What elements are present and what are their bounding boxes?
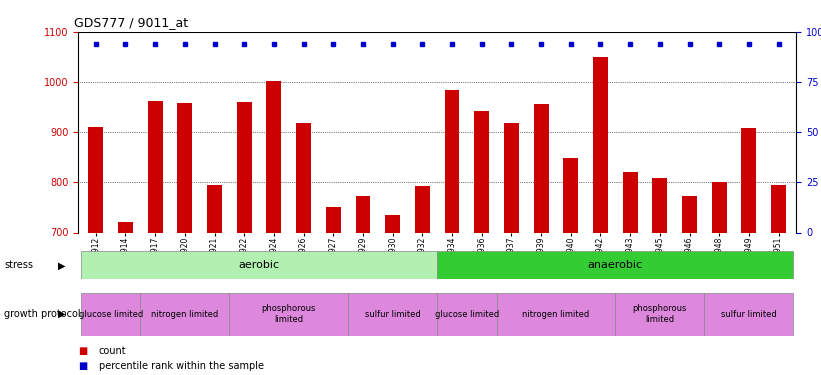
Bar [140, 292, 229, 336]
Bar [445, 90, 460, 375]
Bar [177, 103, 192, 375]
Text: phosphorous
limited: phosphorous limited [262, 304, 316, 324]
Text: ■: ■ [78, 361, 87, 370]
Text: phosphorous
limited: phosphorous limited [633, 304, 687, 324]
Bar [296, 123, 311, 375]
Text: nitrogen limited: nitrogen limited [151, 310, 218, 319]
Bar [438, 292, 497, 336]
Text: percentile rank within the sample: percentile rank within the sample [99, 361, 264, 370]
Bar [704, 292, 793, 336]
Bar [118, 222, 133, 375]
Text: sulfur limited: sulfur limited [721, 310, 777, 319]
Bar [207, 185, 222, 375]
Bar [534, 104, 548, 375]
Bar [415, 186, 429, 375]
Bar [438, 251, 793, 279]
Bar [236, 102, 252, 375]
Bar [593, 57, 608, 375]
Text: sulfur limited: sulfur limited [365, 310, 420, 319]
Bar [504, 123, 519, 375]
Text: ■: ■ [78, 346, 87, 356]
Bar [563, 158, 578, 375]
Bar [148, 100, 163, 375]
Bar [615, 292, 704, 336]
Text: anaerobic: anaerobic [588, 260, 643, 270]
Text: nitrogen limited: nitrogen limited [522, 310, 589, 319]
Bar [229, 292, 348, 336]
Text: ▶: ▶ [57, 309, 66, 319]
Bar [653, 178, 667, 375]
Text: glucose limited: glucose limited [79, 310, 143, 319]
Text: GDS777 / 9011_at: GDS777 / 9011_at [75, 16, 189, 29]
Bar [89, 127, 103, 375]
Bar [81, 292, 140, 336]
Text: growth protocol: growth protocol [4, 309, 80, 319]
Bar [712, 182, 727, 375]
Bar [348, 292, 437, 336]
Bar [741, 128, 756, 375]
Bar [497, 292, 615, 336]
Bar [326, 207, 341, 375]
Bar [355, 196, 370, 375]
Bar [622, 172, 638, 375]
Bar [81, 251, 437, 279]
Text: ▶: ▶ [57, 260, 66, 270]
Bar [385, 215, 400, 375]
Text: aerobic: aerobic [239, 260, 280, 270]
Bar [771, 185, 786, 375]
Text: glucose limited: glucose limited [435, 310, 499, 319]
Bar [682, 196, 697, 375]
Text: count: count [99, 346, 126, 356]
Text: stress: stress [4, 260, 33, 270]
Bar [475, 111, 489, 375]
Bar [267, 81, 282, 375]
